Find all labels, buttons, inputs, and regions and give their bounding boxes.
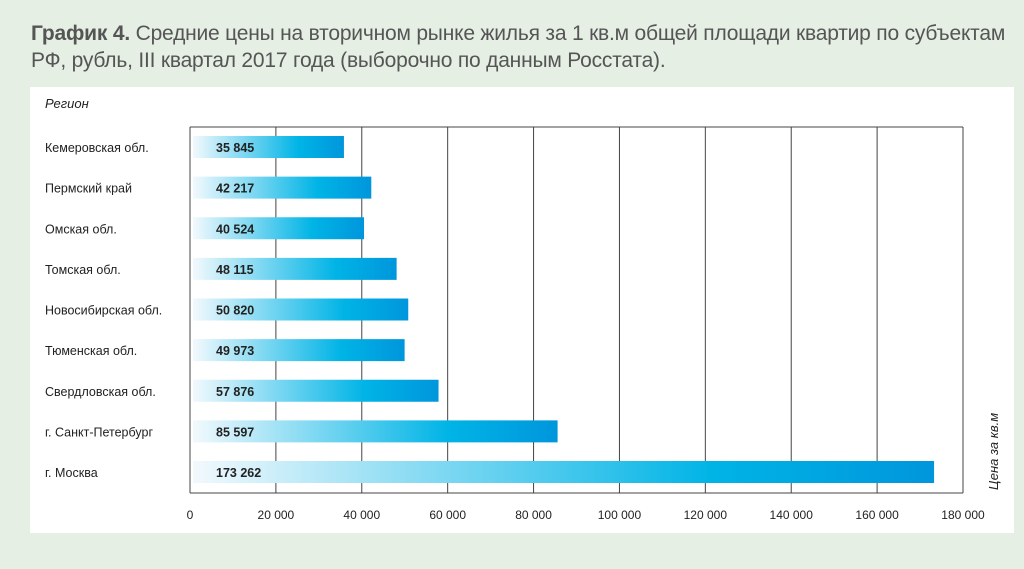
- data-label: 85 597: [216, 425, 254, 439]
- data-label: 42 217: [216, 182, 254, 196]
- x-tick-label: 180 000: [941, 508, 985, 522]
- category-label: Новосибирская обл.: [45, 304, 162, 318]
- category-label: Тюменская обл.: [45, 344, 137, 358]
- bar: [193, 217, 365, 240]
- category-label: Кемеровская обл.: [45, 141, 149, 155]
- category-label: Свердловская обл.: [45, 385, 156, 399]
- x-tick-label: 80 000: [515, 508, 552, 522]
- x-tick-label: 0: [187, 508, 194, 522]
- bar: [193, 298, 409, 321]
- x-tick-label: 160 000: [855, 508, 899, 522]
- category-label: г. Санкт-Петербург: [45, 425, 153, 439]
- data-label: 35 845: [216, 141, 254, 155]
- bar: [193, 339, 405, 362]
- x-tick-label: 120 000: [684, 508, 728, 522]
- bar: [193, 461, 935, 483]
- x-axis-title: Цена за кв.м: [986, 413, 1001, 490]
- data-label: 57 876: [216, 385, 254, 399]
- category-label: Омская обл.: [45, 222, 117, 236]
- y-axis-title: Регион: [45, 96, 89, 111]
- x-tick-label: 20 000: [258, 508, 295, 522]
- data-label: 50 820: [216, 304, 254, 318]
- x-tick-label: 60 000: [429, 508, 466, 522]
- bar: [193, 257, 397, 280]
- data-label: 173 262: [216, 466, 261, 480]
- bar: [193, 136, 344, 158]
- data-label: 48 115: [216, 263, 254, 277]
- data-label: 40 524: [216, 222, 254, 236]
- bar: [193, 379, 439, 402]
- x-tick-label: 100 000: [598, 508, 642, 522]
- bar: [193, 420, 558, 443]
- chart-title: График 4. Средние цены на вторичном рынк…: [31, 20, 1011, 74]
- data-label: 49 973: [216, 344, 254, 358]
- x-tick-label: 140 000: [770, 508, 814, 522]
- x-tick-label: 40 000: [343, 508, 380, 522]
- chart-title-text: Средние цены на вторичном рынке жилья за…: [31, 22, 1006, 72]
- chart-title-prefix: График 4.: [31, 22, 130, 45]
- category-label: Пермский край: [45, 182, 132, 196]
- bar: [193, 176, 372, 199]
- category-label: Томская обл.: [45, 263, 121, 277]
- category-label: г. Москва: [45, 466, 98, 480]
